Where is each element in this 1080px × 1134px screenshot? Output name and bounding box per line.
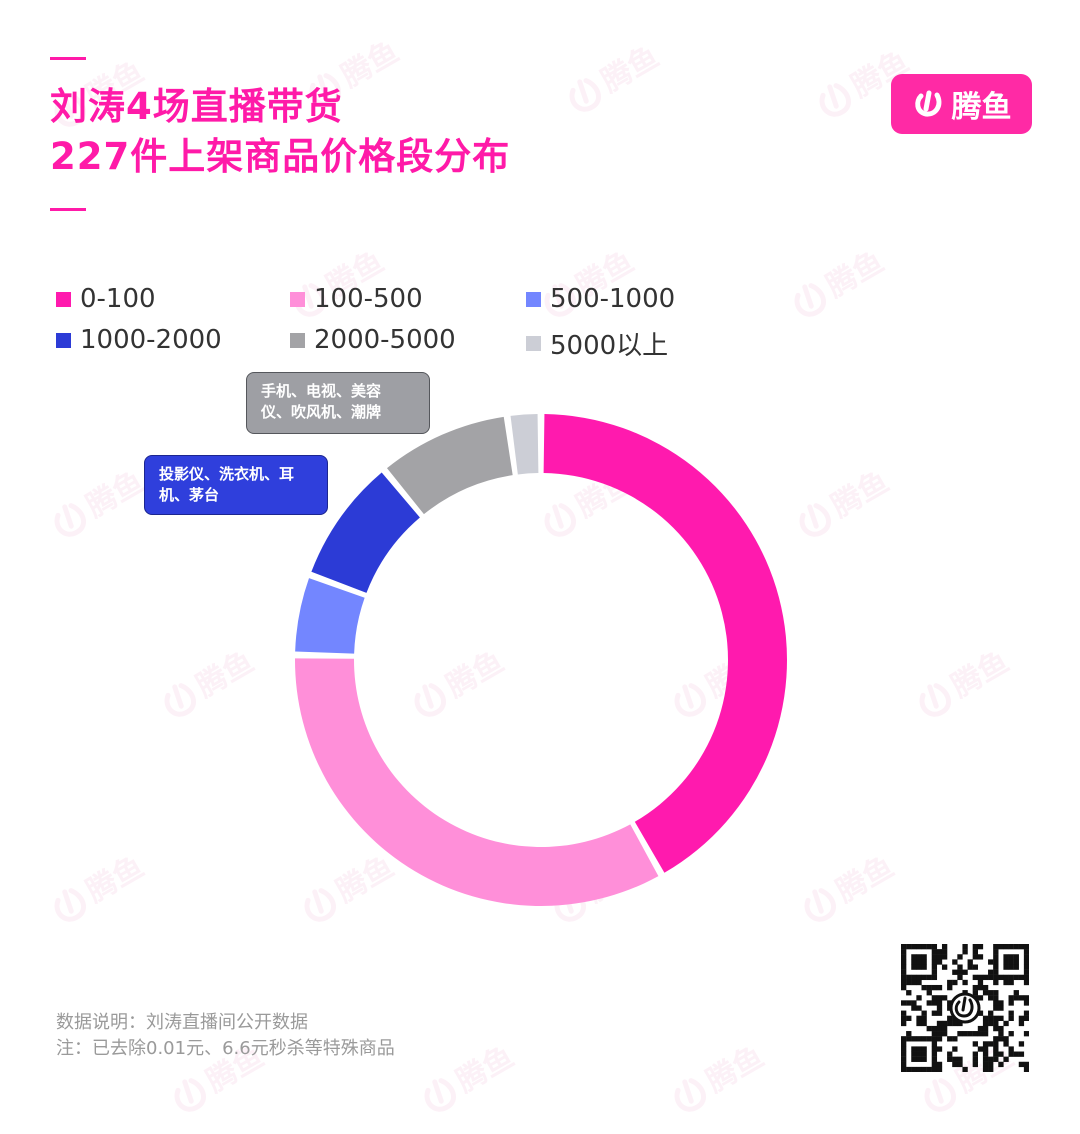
callout-blue-line-1: 投影仪、洗衣机、耳 — [159, 465, 295, 483]
exclusion-note: 注：已去除0.01元、6.6元秒杀等特殊商品 — [56, 1038, 395, 1059]
legend-swatch — [290, 332, 305, 348]
legend-label: 2000-5000 — [314, 325, 456, 355]
legend-item: 5000以上 — [526, 325, 668, 362]
legend-swatch — [290, 291, 305, 307]
legend-swatch — [526, 291, 541, 307]
title-top-rule — [50, 57, 86, 60]
callout-2000-5000: 手机、电视、美容 仪、吹风机、潮牌 — [246, 372, 430, 434]
donut-slice — [311, 472, 420, 593]
legend-label: 0-100 — [80, 284, 156, 314]
legend-item: 500-1000 — [526, 284, 675, 314]
callout-1000-2000: 投影仪、洗衣机、耳 机、茅台 — [144, 455, 328, 515]
title-line-1: 刘涛4场直播带货 — [50, 85, 343, 128]
brand-logo: 腾鱼 — [891, 74, 1032, 134]
donut-slice — [543, 414, 787, 873]
legend-item: 0-100 — [56, 284, 156, 314]
page-title: 刘涛4场直播带货 227件上架商品价格段分布 — [50, 82, 510, 182]
callout-gray-line-1: 手机、电视、美容 — [261, 382, 382, 400]
donut-slice — [510, 414, 539, 475]
callout-blue-line-2: 机、茅台 — [159, 486, 220, 504]
legend-label: 500-1000 — [550, 284, 676, 314]
donut-slice — [294, 658, 659, 907]
legend-label: 1000-2000 — [80, 325, 222, 355]
donut-slice — [386, 416, 513, 515]
title-bottom-rule — [50, 208, 86, 211]
legend-label: 5000以上 — [550, 331, 669, 361]
legend-swatch — [56, 291, 71, 307]
legend-item: 100-500 — [290, 284, 423, 314]
brand-name: 腾鱼 — [951, 90, 1012, 125]
title-line-2: 227件上架商品价格段分布 — [50, 135, 511, 178]
legend-item: 1000-2000 — [56, 325, 222, 355]
callout-gray-line-2: 仪、吹风机、潮牌 — [261, 403, 382, 421]
legend-label: 100-500 — [314, 284, 423, 314]
legend-swatch — [56, 332, 71, 348]
legend-item: 2000-5000 — [290, 325, 456, 355]
data-source-note: 数据说明：刘涛直播间公开数据 — [56, 1012, 308, 1033]
qr-code-icon — [901, 944, 1029, 1072]
legend-swatch — [526, 336, 541, 351]
donut-slice — [295, 578, 365, 654]
fish-icon — [914, 90, 941, 117]
